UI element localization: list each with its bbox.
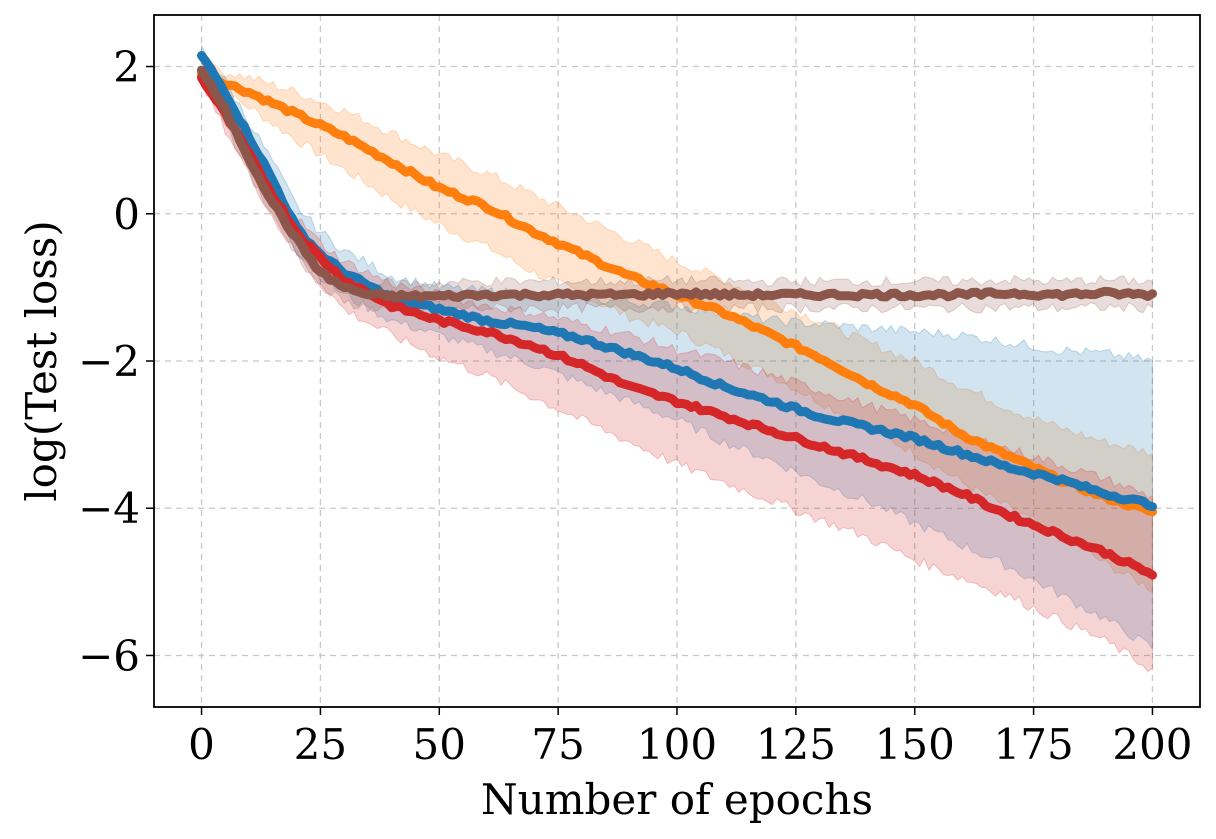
y-tick-label: −4 xyxy=(78,484,140,533)
y-tick-label: −2 xyxy=(78,337,140,386)
axis-ticks: 0 25 50 75 100 125 150 175 200 2 0 −2 −4 −6 xyxy=(78,43,1192,769)
x-tick-label: 0 xyxy=(188,720,215,769)
y-tick-label: −6 xyxy=(78,631,140,680)
x-tick-label: 150 xyxy=(875,720,955,769)
x-tick-label: 75 xyxy=(531,720,584,769)
confidence-band xyxy=(201,66,1153,314)
series-line xyxy=(197,65,1157,303)
grid xyxy=(154,15,1200,707)
x-tick-label: 100 xyxy=(637,720,717,769)
x-tick-label: 175 xyxy=(994,720,1074,769)
x-axis-label: Number of epochs xyxy=(481,775,873,824)
series-lines xyxy=(197,51,1157,580)
confidence-band xyxy=(201,64,1153,594)
x-tick-label: 50 xyxy=(413,720,466,769)
y-tick-label: 0 xyxy=(113,190,140,239)
y-axis-label: log(Test loss) xyxy=(17,220,66,502)
series-line xyxy=(197,51,1157,512)
x-tick-label: 200 xyxy=(1112,720,1192,769)
x-tick-label: 125 xyxy=(756,720,836,769)
x-tick-label: 25 xyxy=(294,720,347,769)
y-tick-label: 2 xyxy=(113,43,140,92)
